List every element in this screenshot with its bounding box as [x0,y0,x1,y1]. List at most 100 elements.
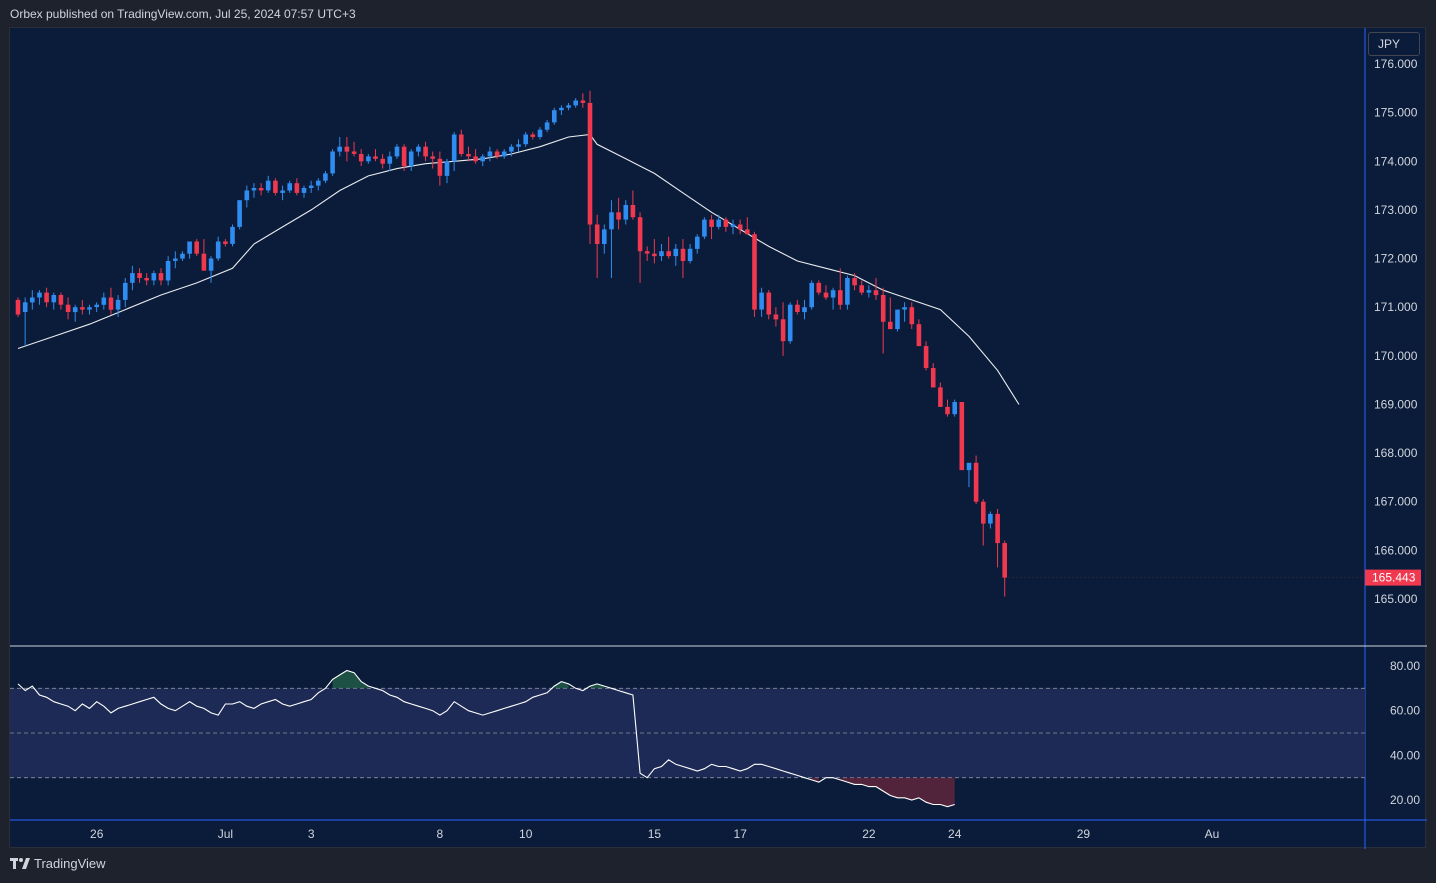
candle[interactable] [351,141,357,157]
candle[interactable] [151,270,157,286]
candle[interactable] [787,302,793,344]
candle[interactable] [938,382,943,407]
candle[interactable] [208,256,214,283]
candle[interactable] [566,102,571,111]
candle[interactable] [230,224,235,247]
candle[interactable] [294,178,300,196]
candle[interactable] [995,509,1000,568]
candle[interactable] [451,132,457,171]
candle[interactable] [637,212,643,283]
candle[interactable] [187,241,192,259]
candle[interactable] [816,280,822,296]
candle[interactable] [108,287,114,315]
candle[interactable] [587,90,593,244]
candle[interactable] [530,132,536,140]
candle[interactable] [859,280,864,296]
candle[interactable] [916,319,922,347]
candle[interactable] [323,171,328,184]
candle[interactable] [509,144,514,157]
candle[interactable] [194,239,199,257]
candle[interactable] [644,246,650,261]
candle[interactable] [695,234,700,254]
candle[interactable] [616,197,621,230]
candle[interactable] [845,275,850,310]
candle[interactable] [173,251,178,269]
candle[interactable] [838,268,843,310]
candle[interactable] [673,243,679,266]
candle[interactable] [973,455,979,505]
candle[interactable] [223,239,228,247]
candle[interactable] [244,185,250,208]
candle[interactable] [830,287,836,310]
candle[interactable] [301,185,307,198]
candle[interactable] [802,299,807,320]
candle[interactable] [945,399,950,417]
chart-svg[interactable]: 165.000 166.000 167.000 168.000 169.000 170.0… [10,28,1427,849]
candle[interactable] [687,243,693,264]
candle[interactable] [866,285,872,298]
candle[interactable] [795,299,800,315]
candle[interactable] [952,399,957,417]
candle[interactable] [809,280,814,310]
candle[interactable] [473,149,478,164]
candle[interactable] [358,149,364,167]
candle[interactable] [408,149,414,171]
candle[interactable] [137,268,142,283]
candle[interactable] [680,239,686,278]
chart-frame[interactable]: 165.000 166.000 167.000 168.000 169.000 170.0… [9,27,1427,849]
candle[interactable] [416,144,421,157]
candle[interactable] [158,268,164,286]
candle[interactable] [101,292,107,310]
candle[interactable] [730,219,736,235]
candle[interactable] [709,214,714,240]
candle[interactable] [988,511,993,529]
candle[interactable] [423,141,428,162]
rsi-pane[interactable] [10,669,1365,808]
candle[interactable] [552,107,557,125]
candle[interactable] [494,149,500,159]
candle[interactable] [487,146,493,162]
candle[interactable] [759,287,764,317]
candle[interactable] [430,151,435,169]
candle[interactable] [766,290,772,320]
candle[interactable] [130,265,135,291]
candle[interactable] [30,290,35,310]
candle[interactable] [115,295,121,317]
candle[interactable] [58,292,64,310]
candle[interactable] [852,273,857,291]
candle[interactable] [745,217,750,235]
candle[interactable] [580,93,586,108]
candle[interactable] [330,149,335,176]
candle[interactable] [966,462,972,488]
candle[interactable] [594,214,600,278]
candle[interactable] [737,219,743,235]
candle[interactable] [37,290,42,305]
candle[interactable] [337,136,342,157]
candle[interactable] [401,144,407,171]
candle[interactable] [437,151,443,186]
candle[interactable] [15,297,21,317]
candle[interactable] [394,144,400,159]
candle[interactable] [895,309,900,332]
candle[interactable] [909,302,915,330]
candle[interactable] [72,304,78,322]
candle[interactable] [666,236,671,259]
candle[interactable] [652,239,657,264]
candle[interactable] [273,178,278,196]
candle[interactable] [287,180,292,193]
candle[interactable] [559,105,564,116]
candle[interactable] [22,297,28,347]
candle[interactable] [537,127,543,140]
candle[interactable] [123,278,128,308]
candle[interactable] [316,178,321,191]
candle[interactable] [366,153,371,164]
candle[interactable] [215,236,221,261]
candle[interactable] [609,200,614,278]
currency-button[interactable]: JPY [1368,32,1420,56]
candle[interactable] [773,307,779,327]
candle[interactable] [981,499,986,546]
candle[interactable] [623,200,629,225]
candle[interactable] [723,217,729,232]
candle[interactable] [902,302,907,322]
candle[interactable] [888,297,893,330]
